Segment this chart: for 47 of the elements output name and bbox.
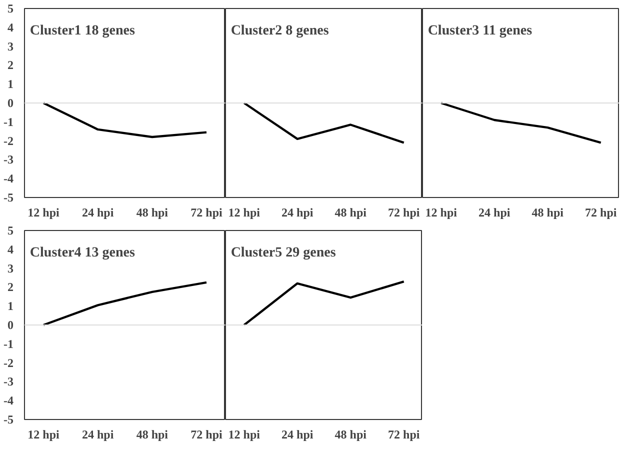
y-tick-label: 4: [8, 20, 14, 34]
y-tick-label: 0: [8, 96, 14, 110]
y-tick-label: -2: [4, 356, 14, 370]
text: Cluster2 8 genes: [230, 24, 330, 39]
y-tick-label: -1: [4, 114, 14, 129]
y-tick-label: 2: [8, 280, 14, 294]
x-tick-label: 24 hpi: [82, 206, 114, 220]
x-tick-label: 12 hpi: [228, 428, 261, 442]
y-tick-label: 0: [8, 318, 14, 332]
x-tick-label: 24 hpi: [82, 428, 114, 442]
x-tick-label: 24 hpi: [282, 428, 314, 442]
y-tick-label: -5: [4, 190, 14, 204]
text: Cluster3 11 genes: [428, 24, 533, 39]
y-tick-label: -5: [4, 412, 14, 426]
x-tick-label: 48 hpi: [334, 428, 368, 442]
x-tick-label: 12 hpi: [228, 206, 261, 220]
x-tick-label: 72 hpi: [190, 428, 223, 442]
text: Cluster1 18 genes: [30, 24, 136, 39]
x-tick-label: 72 hpi: [388, 206, 420, 220]
text: Cluster4 13 genes: [30, 246, 136, 261]
y-tick-label: -1: [4, 336, 14, 351]
x-tick-label: 48 hpi: [136, 428, 169, 442]
x-tick-label: 12 hpi: [425, 206, 458, 220]
x-tick-label: 24 hpi: [282, 206, 314, 220]
y-tick-label: 3: [8, 261, 14, 276]
x-tick-label: 48 hpi: [532, 206, 564, 220]
y-tick-label: -3: [4, 374, 14, 389]
x-tick-label: 72 hpi: [190, 206, 223, 220]
x-tick-label: 12 hpi: [28, 428, 60, 442]
y-tick-label: 2: [8, 58, 14, 72]
y-tick-label: 1: [8, 77, 14, 92]
text: Cluster5 29 genes: [230, 246, 336, 261]
y-tick-label: -4: [4, 394, 14, 408]
y-tick-label: 3: [8, 39, 14, 54]
x-tick-label: 24 hpi: [478, 206, 511, 220]
x-tick-label: 72 hpi: [388, 428, 420, 442]
y-tick-label: 1: [8, 299, 14, 314]
x-tick-label: 72 hpi: [585, 206, 618, 220]
x-tick-label: 12 hpi: [28, 206, 60, 220]
y-tick-label: -2: [4, 134, 14, 148]
y-tick-label: 5: [8, 2, 14, 16]
y-tick-label: 5: [8, 224, 14, 238]
y-tick-label: 4: [8, 242, 14, 256]
x-tick-label: 48 hpi: [136, 206, 169, 220]
y-tick-label: -4: [4, 172, 14, 186]
y-tick-label: -3: [4, 152, 14, 167]
x-tick-label: 48 hpi: [334, 206, 368, 220]
